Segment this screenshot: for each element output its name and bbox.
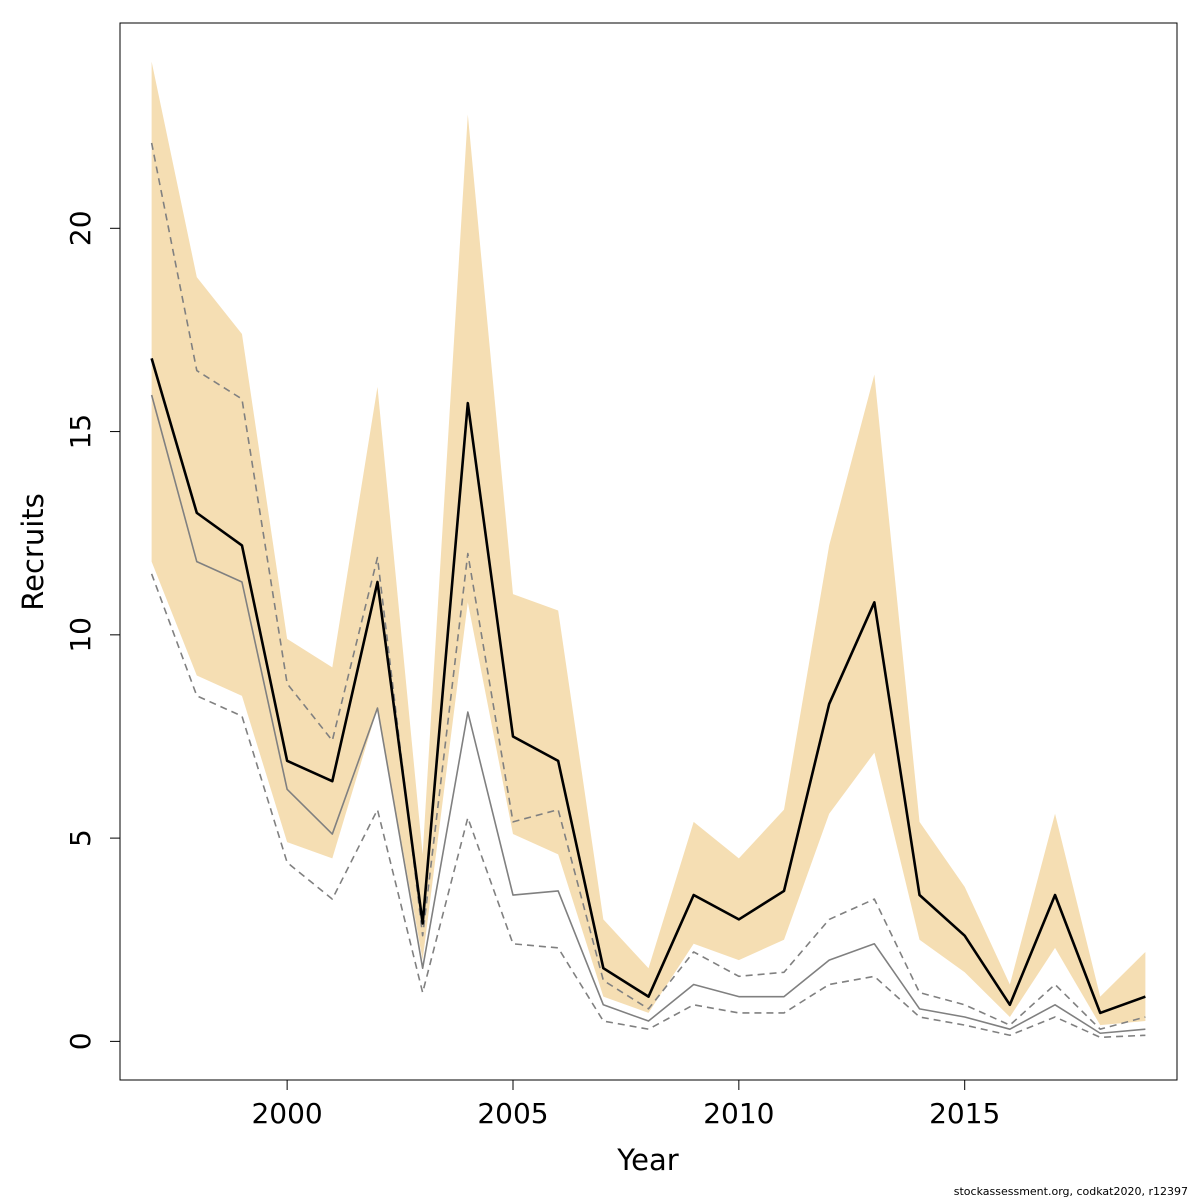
x-axis-title: Year <box>616 1143 678 1177</box>
x-tick-label: 2000 <box>251 1097 322 1130</box>
confidence-band <box>151 61 1146 1026</box>
y-tick-label: 5 <box>64 829 97 847</box>
y-axis-title: Recruits <box>16 493 50 610</box>
series-estimate-line <box>150 358 1146 1015</box>
y-tick-label: 15 <box>64 414 97 450</box>
confidence-band-layer <box>151 61 1146 1026</box>
x-tick-label: 2005 <box>477 1097 548 1130</box>
axis-layer: 2000 2005 2010 2015 0 5 10 15 20 <box>64 210 1000 1130</box>
series-line-layer <box>150 142 1146 1039</box>
plot-frame <box>119 22 1178 1081</box>
y-tick-label: 10 <box>64 617 97 653</box>
x-tick-label: 2015 <box>929 1097 1000 1130</box>
y-tick-label: 0 <box>64 1032 97 1050</box>
footer-credit: stockassessment.org, codkat2020, r12397 <box>953 1185 1188 1198</box>
x-tick-label: 2010 <box>703 1097 774 1130</box>
series-previous-upper-line <box>150 142 1146 1030</box>
y-tick-label: 20 <box>64 210 97 246</box>
series-previous-line <box>150 394 1146 1035</box>
